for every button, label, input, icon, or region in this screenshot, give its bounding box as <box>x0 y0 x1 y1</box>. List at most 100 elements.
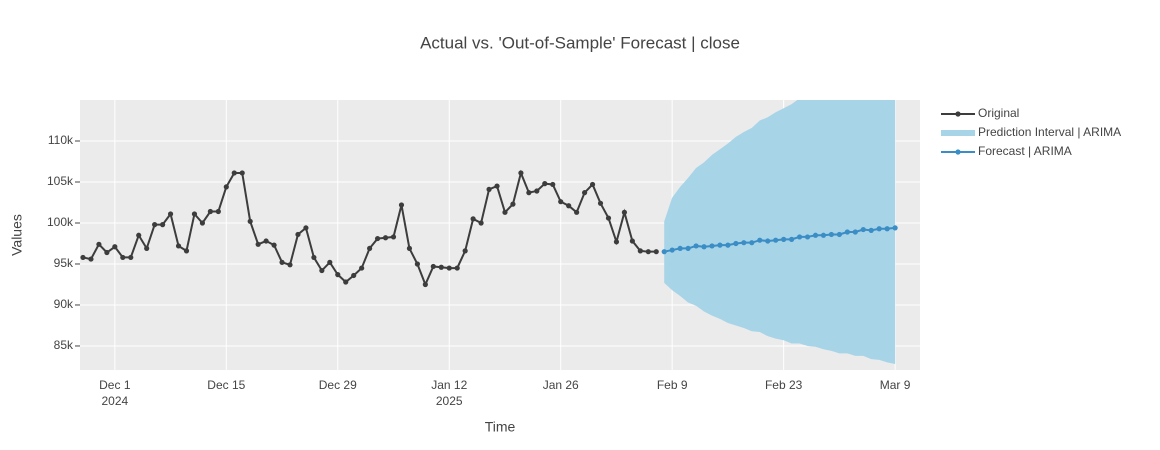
point <box>367 245 373 252</box>
prediction-band <box>664 100 896 365</box>
point <box>605 215 612 221</box>
point <box>382 235 389 241</box>
point <box>398 202 405 208</box>
x-tick-label: Feb 23 <box>765 378 803 392</box>
point <box>255 241 261 247</box>
point <box>335 272 341 278</box>
point <box>247 218 253 224</box>
point <box>534 188 540 194</box>
point <box>374 235 381 242</box>
x-tick-label: Feb 9 <box>657 378 688 392</box>
point <box>494 183 500 189</box>
point <box>836 231 842 238</box>
point <box>876 226 882 232</box>
x-tick-year: 2024 <box>101 394 128 408</box>
point <box>574 209 580 215</box>
point <box>789 236 795 242</box>
legend-label: Prediction Interval | ARIMA <box>978 125 1121 139</box>
point <box>120 254 126 261</box>
y-tick-label: 105k <box>47 174 74 188</box>
point <box>279 259 285 265</box>
y-axis-title: Values <box>9 214 25 256</box>
point <box>128 254 134 261</box>
point <box>438 264 444 270</box>
point <box>215 208 221 215</box>
point <box>828 231 835 238</box>
point <box>645 249 651 255</box>
point <box>295 231 301 238</box>
x-tick-label: Dec 29 <box>319 378 357 392</box>
point <box>589 181 596 188</box>
point <box>287 262 293 268</box>
point <box>844 229 850 235</box>
point <box>502 209 508 215</box>
point <box>199 220 206 226</box>
x-tick-label: Mar 9 <box>880 378 911 392</box>
point <box>303 225 309 231</box>
point <box>653 249 659 255</box>
x-tick-year: 2025 <box>436 394 463 408</box>
point <box>892 225 898 231</box>
point <box>613 239 620 245</box>
legend-label: Original <box>978 106 1019 120</box>
point <box>550 181 556 188</box>
point <box>414 261 420 267</box>
point <box>749 240 755 246</box>
point <box>446 265 452 271</box>
point <box>343 279 349 285</box>
point <box>677 245 683 252</box>
point <box>351 272 357 279</box>
point <box>136 232 142 238</box>
point <box>191 211 198 217</box>
point <box>327 259 333 265</box>
point <box>566 203 572 209</box>
point <box>271 242 277 248</box>
point <box>860 226 866 233</box>
point <box>223 184 229 190</box>
point <box>757 237 763 243</box>
point <box>462 248 468 254</box>
point <box>693 243 699 249</box>
point <box>597 200 604 206</box>
legend-marker <box>955 111 961 117</box>
point <box>701 244 707 250</box>
point <box>637 248 643 254</box>
y-tick-label: 85k <box>54 338 74 352</box>
point <box>542 181 548 187</box>
point <box>112 244 118 250</box>
point <box>406 245 413 252</box>
point <box>669 247 675 253</box>
point <box>741 240 747 246</box>
point <box>781 236 787 242</box>
point <box>478 220 484 226</box>
point <box>231 170 237 176</box>
point <box>629 238 635 244</box>
point <box>430 263 436 270</box>
point <box>152 222 158 228</box>
point <box>175 243 182 249</box>
point <box>661 249 667 255</box>
point <box>390 234 397 240</box>
x-tick-label: Dec 15 <box>207 378 245 392</box>
y-tick-label: 110k <box>48 133 74 147</box>
point <box>167 211 174 217</box>
legend-label: Forecast | ARIMA <box>978 144 1072 158</box>
legend-marker <box>955 149 961 155</box>
point <box>685 245 691 252</box>
point <box>160 222 166 228</box>
point <box>183 248 190 254</box>
y-tick-label: 100k <box>47 215 74 229</box>
y-tick-label: 95k <box>54 256 74 270</box>
point <box>486 186 492 192</box>
point <box>239 170 245 176</box>
point <box>88 256 94 262</box>
point <box>207 208 213 215</box>
point <box>144 245 150 252</box>
point <box>526 190 532 196</box>
x-tick-label: Jan 26 <box>543 378 579 392</box>
point <box>319 267 325 274</box>
point <box>709 243 715 249</box>
x-tick-label: Dec 1 <box>99 378 131 392</box>
point <box>510 201 516 207</box>
